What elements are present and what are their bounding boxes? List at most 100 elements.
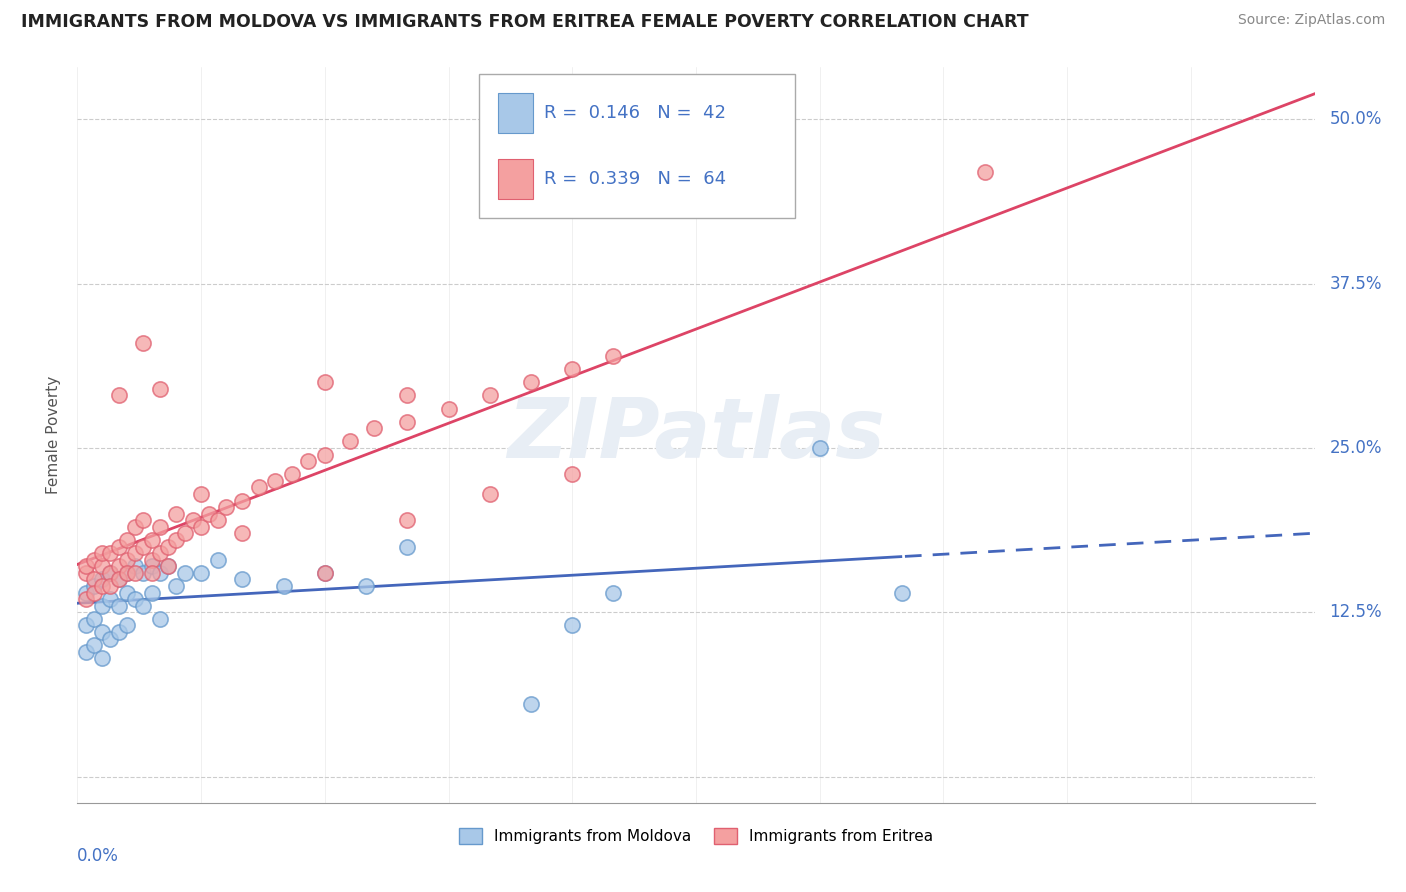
Text: 12.5%: 12.5% (1330, 603, 1382, 621)
Point (198, 507, 221, 521)
Point (231, 573, 253, 587)
Point (107, 388, 129, 402)
Point (98, 546, 121, 560)
Point (83, 638, 105, 652)
Point (561, 618, 583, 632)
Point (141, 552, 163, 566)
Point (478, 487, 501, 501)
Point (339, 434, 361, 449)
Point (396, 388, 419, 402)
Point (75, 592, 97, 607)
Point (181, 513, 204, 527)
Point (115, 566, 138, 580)
Point (561, 467, 583, 482)
Point (75, 645, 97, 659)
Point (396, 540, 419, 554)
Point (124, 566, 146, 580)
Text: Source: ZipAtlas.com: Source: ZipAtlas.com (1237, 13, 1385, 28)
Point (107, 573, 129, 587)
Point (207, 552, 229, 566)
Point (107, 540, 129, 554)
Point (173, 526, 195, 541)
Point (98, 566, 121, 580)
Point (247, 480, 270, 494)
Point (891, 585, 914, 599)
Point (91, 579, 114, 593)
Point (173, 566, 195, 580)
Point (91, 559, 114, 574)
Point (75, 585, 97, 599)
Bar (498, 93, 533, 133)
Point (98, 592, 121, 607)
Point (115, 552, 138, 566)
Point (91, 651, 114, 665)
Point (149, 566, 172, 580)
Point (91, 546, 114, 560)
Point (437, 401, 460, 416)
Point (124, 520, 146, 534)
Point (157, 559, 180, 574)
Point (314, 566, 336, 580)
Point (83, 552, 105, 566)
Point (75, 618, 97, 632)
Point (107, 573, 129, 587)
Point (115, 566, 138, 580)
Point (132, 566, 155, 580)
Text: ZIPatlas: ZIPatlas (508, 394, 884, 475)
Point (83, 579, 105, 593)
FancyBboxPatch shape (479, 74, 794, 218)
Y-axis label: Female Poverty: Female Poverty (46, 376, 62, 494)
Point (75, 559, 97, 574)
Point (520, 698, 543, 712)
Point (602, 585, 624, 599)
Point (107, 599, 129, 613)
Point (115, 533, 138, 547)
Point (91, 573, 114, 587)
Point (98, 566, 121, 580)
Point (157, 540, 180, 554)
Point (132, 335, 155, 350)
Point (141, 533, 163, 547)
Text: 25.0%: 25.0% (1330, 439, 1382, 457)
Point (124, 592, 146, 607)
Point (141, 559, 163, 574)
Point (115, 585, 138, 599)
Point (83, 585, 105, 599)
Point (141, 585, 163, 599)
Point (149, 520, 172, 534)
Point (132, 513, 155, 527)
Point (157, 559, 180, 574)
Point (602, 349, 624, 363)
Point (132, 540, 155, 554)
Point (83, 612, 105, 626)
Point (98, 579, 121, 593)
Point (281, 467, 304, 482)
Text: IMMIGRANTS FROM MOLDOVA VS IMMIGRANTS FROM ERITREA FEMALE POVERTY CORRELATION CH: IMMIGRANTS FROM MOLDOVA VS IMMIGRANTS FR… (21, 13, 1029, 31)
Point (132, 599, 155, 613)
Point (231, 526, 253, 541)
Point (91, 599, 114, 613)
Text: R =  0.146   N =  42: R = 0.146 N = 42 (544, 104, 725, 122)
Point (231, 493, 253, 508)
Point (273, 579, 295, 593)
Point (190, 487, 212, 501)
Point (98, 632, 121, 646)
Point (165, 579, 187, 593)
Point (314, 566, 336, 580)
Point (165, 533, 187, 547)
Point (363, 421, 385, 435)
Point (107, 559, 129, 574)
Point (107, 624, 129, 639)
Point (124, 559, 146, 574)
Point (190, 520, 212, 534)
Point (141, 566, 163, 580)
Point (124, 546, 146, 560)
Point (207, 513, 229, 527)
Point (149, 546, 172, 560)
Point (354, 579, 377, 593)
Text: 37.5%: 37.5% (1330, 275, 1382, 293)
Point (520, 376, 543, 390)
Point (149, 382, 172, 396)
Point (215, 500, 238, 515)
Point (396, 415, 419, 429)
